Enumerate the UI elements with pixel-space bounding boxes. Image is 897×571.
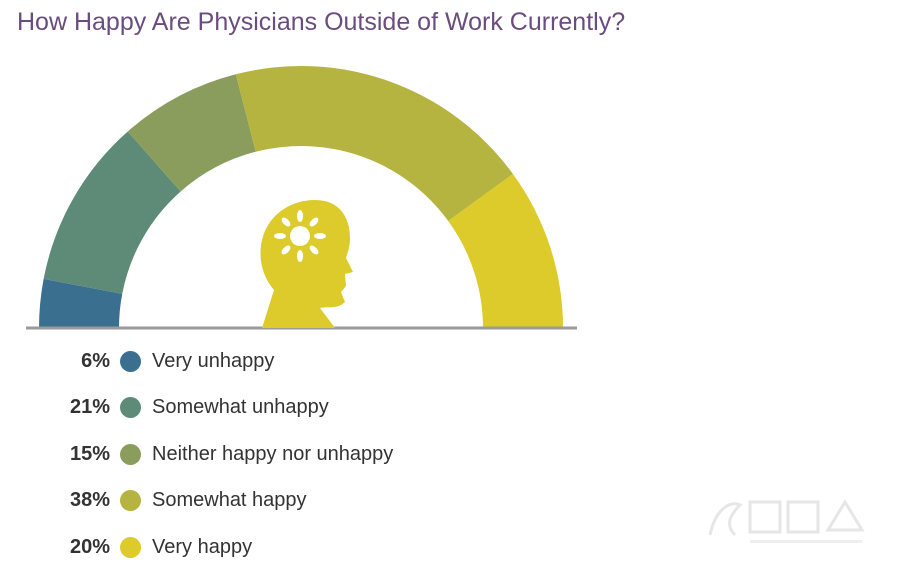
legend-item: 21% Somewhat unhappy xyxy=(40,385,393,432)
arc-segment-3 xyxy=(127,74,256,192)
legend-item: 38% Somewhat happy xyxy=(40,478,393,525)
legend-value: 6% xyxy=(81,349,110,372)
head-with-sun-icon xyxy=(260,200,353,328)
legend-value: 21% xyxy=(69,396,110,419)
legend-swatch xyxy=(120,397,141,419)
watermark-logo xyxy=(708,499,865,543)
legend-item: 20% Very happy xyxy=(40,524,393,571)
chart-title: How Happy Are Physicians Outside of Work… xyxy=(17,8,626,36)
legend-swatch xyxy=(120,490,141,512)
legend-item: 6% Very unhappy xyxy=(40,338,393,385)
chart-arcs xyxy=(39,66,563,328)
legend-item: 15% Neither happy nor unhappy xyxy=(40,431,393,478)
arc-segment-4 xyxy=(235,66,513,222)
arc-segment-5 xyxy=(448,174,563,328)
legend-swatch xyxy=(120,536,141,558)
legend-label: Somewhat happy xyxy=(152,489,307,512)
arc-segment-2 xyxy=(43,131,181,294)
legend-label: Somewhat unhappy xyxy=(152,396,329,419)
legend-label: Very unhappy xyxy=(152,349,275,372)
legend-value: 15% xyxy=(69,442,110,465)
legend-swatch xyxy=(120,350,141,372)
legend-value: 38% xyxy=(69,489,110,512)
legend-label: Neither happy nor unhappy xyxy=(152,442,394,465)
legend-value: 20% xyxy=(69,535,110,558)
legend-label: Very happy xyxy=(152,535,253,558)
arc-segment-1 xyxy=(39,278,123,328)
chart-legend: 6% Very unhappy 21% Somewhat unhappy 15% Neit… xyxy=(40,338,393,571)
legend-swatch xyxy=(120,443,141,465)
